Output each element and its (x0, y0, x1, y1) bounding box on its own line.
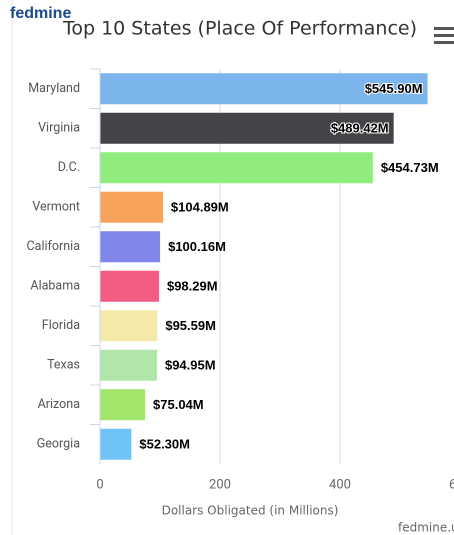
menu-bar (434, 27, 454, 30)
x-axis-label: Dollars Obligated (in Millions) (162, 504, 339, 518)
menu-button[interactable] (434, 27, 454, 44)
x-tick-label: 400 (329, 477, 351, 492)
y-tick-label: California (27, 239, 81, 254)
data-label: $454.73M (381, 160, 439, 175)
bar (100, 349, 157, 381)
data-label: $489.42M (331, 121, 389, 136)
data-label: $100.16M (168, 239, 226, 254)
bar (100, 389, 146, 421)
brand-logo: fedmine (10, 5, 71, 22)
chart-title: Top 10 States (Place Of Performance) (62, 18, 417, 40)
y-tick-label: D.C. (58, 160, 80, 175)
x-tick-label: 0 (96, 477, 103, 492)
y-tick-label: Virginia (38, 121, 80, 136)
data-label: $98.29M (167, 279, 218, 294)
bar (100, 231, 161, 263)
data-label: $95.59M (165, 318, 216, 333)
data-label: $545.90M (365, 81, 423, 96)
bar (100, 428, 132, 460)
y-tick-label: Texas (47, 358, 80, 373)
x-tick-label: 200 (209, 477, 231, 492)
bar (100, 191, 163, 223)
y-tick-label: Maryland (28, 81, 80, 96)
footer-credit: fedmine.us (398, 521, 454, 535)
x-tick-label: 600 (449, 477, 454, 492)
menu-bar (434, 41, 454, 44)
data-label: $94.95M (165, 358, 216, 373)
data-label: $104.89M (171, 200, 229, 215)
menu-bar (434, 34, 454, 37)
bar (100, 73, 428, 105)
data-label: $75.04M (153, 397, 204, 412)
bar (100, 270, 159, 302)
y-tick-label: Alabama (30, 279, 80, 294)
bar (100, 112, 394, 144)
y-tick-label: Vermont (32, 200, 80, 215)
y-tick-label: Arizona (38, 397, 81, 412)
bar (100, 310, 158, 342)
y-tick-label: Georgia (37, 437, 80, 452)
data-label: $52.30M (139, 437, 190, 452)
bar (100, 152, 373, 184)
y-tick-label: Florida (42, 318, 80, 333)
